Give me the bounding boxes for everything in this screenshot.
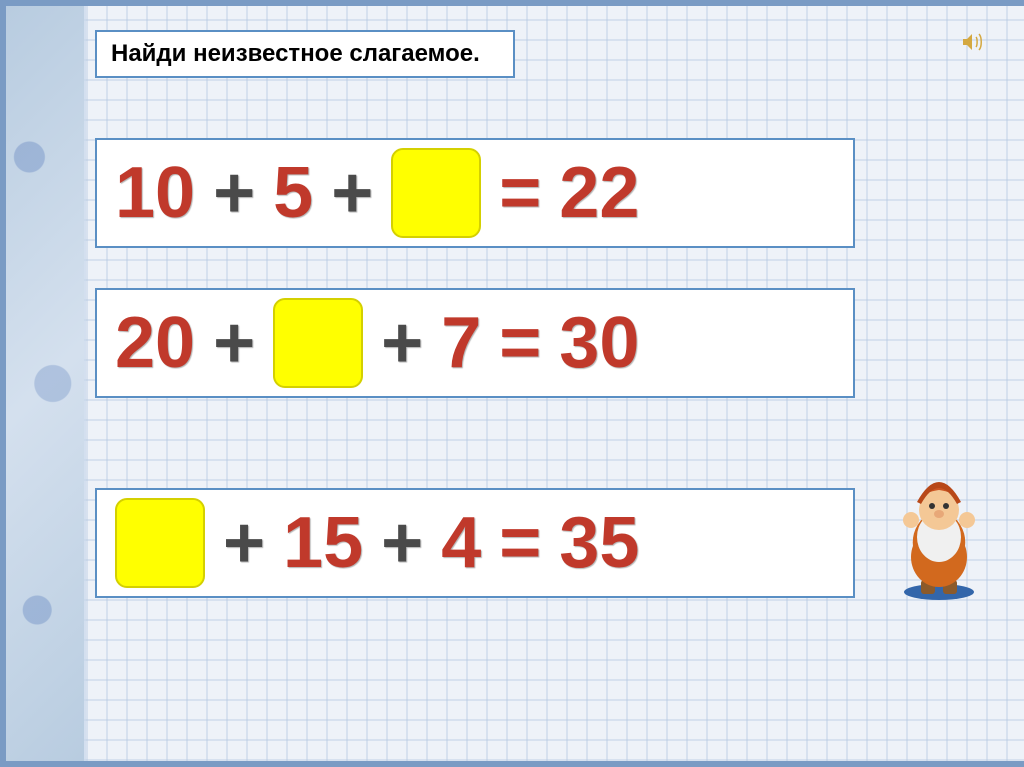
side-decoration [6,6,84,761]
title-text: Найди неизвестное слагаемое. [111,40,480,67]
eq1-unknown[interactable] [391,148,481,238]
eq3-unknown[interactable] [115,498,205,588]
equation-2: 20 + + 7 = 30 [95,288,855,398]
eq3-term-1: + [223,507,265,579]
equation-3: + 15 + 4 = 35 [95,488,855,598]
eq2-unknown[interactable] [273,298,363,388]
eq2-term-3: + [381,307,423,379]
eq3-term-5: = [499,507,541,579]
equation-1: 10 + 5 + = 22 [95,138,855,248]
eq1-term-3: + [331,157,373,229]
eq3-term-2: 15 [283,507,363,579]
eq3-term-6: 35 [559,507,639,579]
eq2-term-0: 20 [115,307,195,379]
eq2-term-5: = [499,307,541,379]
eq1-term-6: 22 [559,157,639,229]
content-area: Найди неизвестное слагаемое. 10 + 5 + = … [95,30,994,737]
eq1-term-2: 5 [273,157,313,229]
eq1-term-0: 10 [115,157,195,229]
eq3-term-4: 4 [441,507,481,579]
eq1-term-1: + [213,157,255,229]
eq2-term-1: + [213,307,255,379]
eq1-term-5: = [499,157,541,229]
eq2-term-4: 7 [441,307,481,379]
title-box: Найди неизвестное слагаемое. [95,30,515,78]
eq2-term-6: 30 [559,307,639,379]
eq3-term-3: + [381,507,423,579]
dwarf-character [879,462,999,602]
